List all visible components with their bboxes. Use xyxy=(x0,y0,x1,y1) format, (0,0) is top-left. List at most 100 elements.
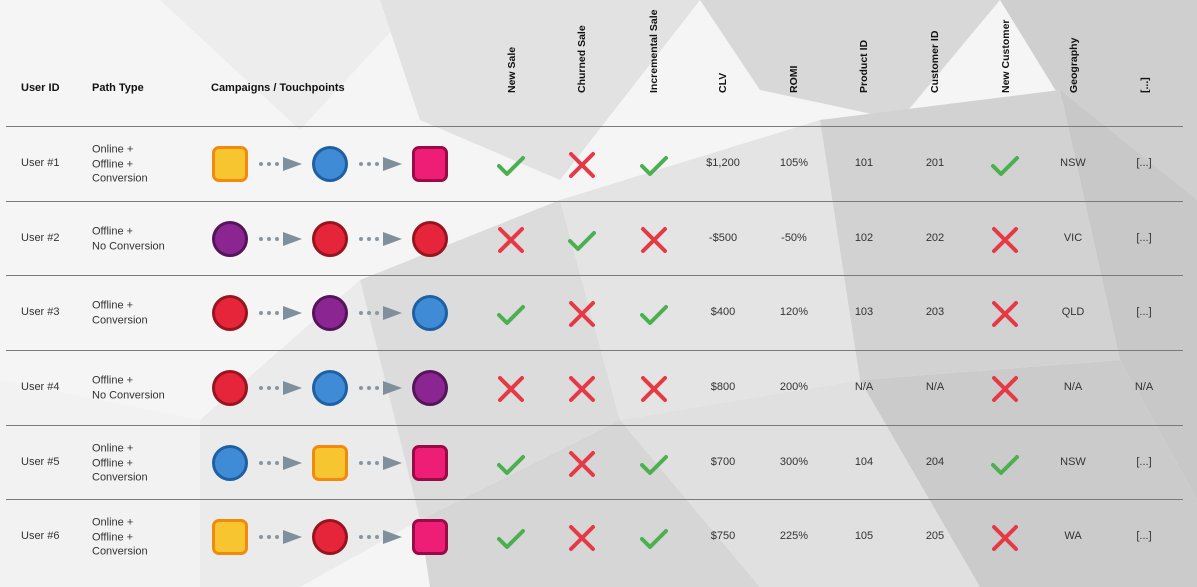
row-separator xyxy=(6,275,1183,276)
header-churned-sale: Churned Sale xyxy=(576,25,588,93)
red-circle-touchpoint-icon xyxy=(412,221,448,257)
user-id-cell: User #3 xyxy=(21,306,60,318)
customer-id-cell: N/A xyxy=(925,381,945,393)
orange-square-touchpoint-icon xyxy=(212,519,248,555)
user-id-cell: User #6 xyxy=(21,530,60,542)
arrow-right-icon xyxy=(259,530,302,544)
check-icon xyxy=(991,455,1019,475)
path-type-cell: Online + Offline + Conversion xyxy=(92,142,148,186)
table-row: User #2 Offline + No Conversion -$500 -50% 10… xyxy=(0,202,1197,276)
path-type-line: Offline + xyxy=(92,530,134,543)
path-type-line: Offline + xyxy=(92,299,134,312)
path-type-line: Conversion xyxy=(92,314,148,326)
customer-id-cell: 202 xyxy=(925,232,945,244)
path-type-line: Online + xyxy=(92,143,134,156)
table-row: User #1 Online + Offline + Conversion $1,200… xyxy=(0,127,1197,201)
check-icon xyxy=(497,455,525,475)
cross-icon xyxy=(569,525,595,551)
cross-icon xyxy=(498,376,524,402)
check-icon xyxy=(497,529,525,549)
arrow-right-icon xyxy=(359,157,402,171)
product-id-cell: 104 xyxy=(854,456,874,468)
blue-circle-touchpoint-icon xyxy=(312,370,348,406)
path-type-line: No Conversion xyxy=(92,240,165,252)
user-id-cell: User #5 xyxy=(21,456,60,468)
header-product-id: Product ID xyxy=(858,39,870,93)
product-id-cell: N/A xyxy=(854,381,874,393)
more-cell: N/A xyxy=(1134,381,1154,393)
user-id-cell: User #2 xyxy=(21,232,60,244)
header-new-sale: New Sale xyxy=(506,46,518,93)
path-type-line: Online + xyxy=(92,516,134,529)
table-row: User #4 Offline + No Conversion $800 200% N/A… xyxy=(0,351,1197,425)
cross-icon xyxy=(569,152,595,178)
geography-cell: NSW xyxy=(1060,456,1086,468)
path-type-line: Conversion xyxy=(92,545,148,558)
check-icon xyxy=(497,305,525,325)
cross-icon xyxy=(569,376,595,402)
customer-id-cell: 201 xyxy=(925,157,945,169)
arrow-right-icon xyxy=(259,232,302,246)
table-row: User #6 Online + Offline + Conversion $750 22… xyxy=(0,500,1197,574)
clv-cell: $750 xyxy=(710,530,736,542)
path-type-cell: Online + Offline + Conversion xyxy=(92,515,148,559)
pink-square-touchpoint-icon xyxy=(412,519,448,555)
path-type-cell: Offline + No Conversion xyxy=(92,225,165,254)
arrow-right-icon xyxy=(259,456,302,470)
header-customer-id: Customer ID xyxy=(929,30,941,93)
pink-square-touchpoint-icon xyxy=(412,146,448,182)
cross-icon xyxy=(641,227,667,253)
row-separator xyxy=(6,499,1183,500)
geography-cell: N/A xyxy=(1063,381,1083,393)
blue-circle-touchpoint-icon xyxy=(412,295,448,331)
romi-cell: -50% xyxy=(781,232,807,244)
path-type-cell: Online + Offline + Conversion xyxy=(92,441,148,485)
geography-cell: QLD xyxy=(1061,306,1085,318)
header-incremental-sale: Incremental Sale xyxy=(648,9,660,93)
path-type-cell: Offline + No Conversion xyxy=(92,374,165,403)
path-type-line: Offline + xyxy=(92,456,134,469)
cross-icon xyxy=(569,451,595,477)
geography-cell: NSW xyxy=(1060,157,1086,169)
product-id-cell: 103 xyxy=(854,306,874,318)
geography-cell: VIC xyxy=(1063,232,1083,244)
more-cell: [...] xyxy=(1136,157,1152,169)
path-type-line: Conversion xyxy=(92,471,148,484)
romi-cell: 225% xyxy=(779,530,809,542)
product-id-cell: 101 xyxy=(854,157,874,169)
red-circle-touchpoint-icon xyxy=(212,370,248,406)
clv-cell: $700 xyxy=(710,456,736,468)
check-icon xyxy=(991,156,1019,176)
cross-icon xyxy=(992,376,1018,402)
customer-id-cell: 203 xyxy=(925,306,945,318)
purple-circle-touchpoint-icon xyxy=(312,295,348,331)
customer-id-cell: 205 xyxy=(925,530,945,542)
red-circle-touchpoint-icon xyxy=(312,519,348,555)
row-separator xyxy=(6,126,1183,127)
arrow-right-icon xyxy=(259,157,302,171)
header-path-type: Path Type xyxy=(92,82,144,94)
row-separator xyxy=(6,350,1183,351)
blue-circle-touchpoint-icon xyxy=(312,146,348,182)
check-icon xyxy=(640,156,668,176)
arrow-right-icon xyxy=(259,306,302,320)
clv-cell: $1,200 xyxy=(706,157,740,169)
purple-circle-touchpoint-icon xyxy=(212,221,248,257)
header-campaigns: Campaigns / Touchpoints xyxy=(211,82,345,94)
arrow-right-icon xyxy=(259,381,302,395)
header-geography: Geography xyxy=(1068,37,1080,93)
purple-circle-touchpoint-icon xyxy=(412,370,448,406)
cross-icon xyxy=(498,227,524,253)
table-row: User #3 Offline + Conversion $400 120% 103 203… xyxy=(0,276,1197,350)
customer-id-cell: 204 xyxy=(925,456,945,468)
check-icon xyxy=(568,231,596,251)
user-id-cell: User #4 xyxy=(21,381,60,393)
row-separator xyxy=(6,201,1183,202)
check-icon xyxy=(640,529,668,549)
arrow-right-icon xyxy=(359,456,402,470)
more-cell: [...] xyxy=(1136,306,1152,318)
clv-cell: -$500 xyxy=(708,232,738,244)
red-circle-touchpoint-icon xyxy=(212,295,248,331)
